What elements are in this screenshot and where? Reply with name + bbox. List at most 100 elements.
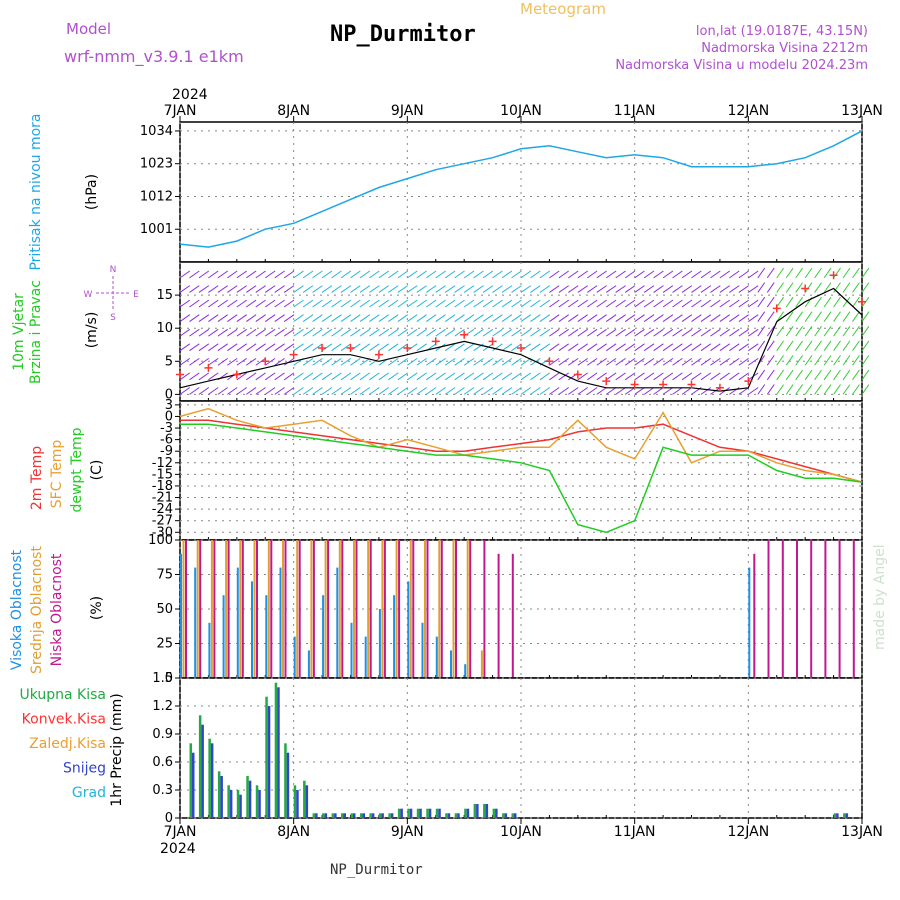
- wind-barb: [378, 299, 389, 308]
- precip-bar: [445, 813, 448, 818]
- wind-barb: [179, 285, 191, 293]
- wind-barb: [823, 267, 832, 279]
- cloud-bar: [355, 540, 358, 678]
- y-tick-label: 1.2: [152, 699, 173, 714]
- wind-barb: [624, 270, 636, 279]
- wind-barb: [473, 270, 484, 279]
- precip-bar: [303, 780, 306, 818]
- wind-barb: [785, 282, 794, 293]
- wind-barb: [672, 357, 683, 366]
- wind-barb: [615, 285, 626, 293]
- cloud-bar: [279, 567, 282, 678]
- wind-barb: [776, 267, 785, 279]
- wind-barb: [861, 267, 870, 279]
- wind-barb: [359, 328, 371, 337]
- wind-compass: N E S W: [84, 265, 140, 323]
- cloud-bar: [267, 540, 270, 678]
- panel-2: 0 5 10 15: [156, 261, 870, 402]
- compass-w: W: [84, 290, 93, 300]
- precip-bar: [400, 808, 403, 818]
- wind-barb: [672, 328, 683, 337]
- gust-marker: [318, 344, 327, 353]
- wind-barb: [435, 299, 446, 308]
- cloud-bar: [196, 540, 199, 678]
- wind-barb: [785, 311, 794, 322]
- wind-barb: [217, 343, 228, 352]
- wind-barb: [473, 387, 484, 395]
- wind-barb: [814, 267, 822, 279]
- wind-barb: [681, 299, 693, 308]
- wind-barb: [179, 343, 191, 352]
- wind-barb: [842, 267, 851, 279]
- pressure-axis-title: Pritisak na nivou mora: [28, 113, 44, 270]
- wind-barb: [842, 355, 851, 366]
- y-tick-label: -12: [152, 456, 173, 471]
- wind-barb: [776, 311, 785, 322]
- wind-barb: [577, 328, 588, 337]
- cloud-bar: [307, 650, 310, 678]
- precip-bar: [343, 813, 346, 818]
- wind-barb: [388, 343, 399, 352]
- wind-barb: [293, 387, 304, 395]
- precip-legend-item: Konvek.Kisa: [22, 712, 106, 728]
- wind-barb: [255, 343, 266, 352]
- cloud-bar: [364, 636, 367, 678]
- wind-barb: [350, 387, 361, 395]
- wind-barb: [776, 340, 785, 351]
- wind-barb: [624, 285, 636, 293]
- wind-barb: [208, 328, 219, 337]
- wind-barb: [757, 340, 766, 351]
- wind-barb: [558, 299, 569, 308]
- wind-barb: [397, 343, 408, 352]
- wind-barb: [852, 384, 860, 395]
- wind-barb: [473, 314, 484, 322]
- wind-barb: [473, 357, 484, 366]
- wind-barb: [738, 285, 749, 293]
- wind-barb: [558, 328, 569, 337]
- cloud-bar: [194, 567, 197, 678]
- wind-barb: [435, 372, 446, 381]
- precip-bar: [397, 808, 401, 818]
- wind-barb: [738, 299, 749, 308]
- wind-barb: [274, 299, 285, 308]
- wind-barb: [425, 314, 437, 322]
- wind-barb: [482, 285, 494, 293]
- wind-barb: [407, 357, 418, 366]
- year-label-top: 2024: [172, 87, 208, 103]
- wind-barb: [757, 311, 766, 322]
- wind-barb: [558, 372, 569, 381]
- wind-barb: [795, 355, 804, 366]
- wind-barb: [198, 285, 210, 293]
- wind-barb: [662, 328, 674, 337]
- wind-barb: [511, 299, 522, 308]
- wind-barb: [672, 372, 683, 381]
- wind-barb: [681, 372, 693, 381]
- wind-barb: [227, 314, 238, 322]
- wind-barb: [804, 355, 813, 366]
- wind-barb: [833, 282, 841, 293]
- wind-barb: [662, 343, 674, 352]
- wind-barb: [246, 299, 257, 308]
- wind-barb: [738, 314, 749, 322]
- wind-barb: [681, 328, 693, 337]
- wind-barb: [738, 328, 749, 337]
- wind-barb: [520, 387, 532, 395]
- wind-barb: [283, 270, 295, 279]
- cloud-bar: [338, 540, 341, 678]
- precip-bar: [836, 813, 839, 818]
- cloud-bar: [452, 540, 455, 678]
- precip-bar: [514, 813, 517, 818]
- wind-barb: [710, 343, 721, 352]
- wind-barb: [653, 285, 664, 293]
- wind-barb: [861, 384, 870, 395]
- wind-barb: [776, 369, 785, 381]
- gust-marker: [573, 370, 582, 379]
- wind-barb: [217, 314, 228, 322]
- wind-barb: [852, 311, 860, 322]
- date-label-bottom: 13JAN: [841, 824, 883, 840]
- precip-bar: [371, 813, 375, 818]
- wind-barb: [776, 326, 785, 337]
- wind-barb: [748, 343, 759, 352]
- wind-barb: [691, 314, 702, 322]
- wind-barb: [785, 384, 794, 395]
